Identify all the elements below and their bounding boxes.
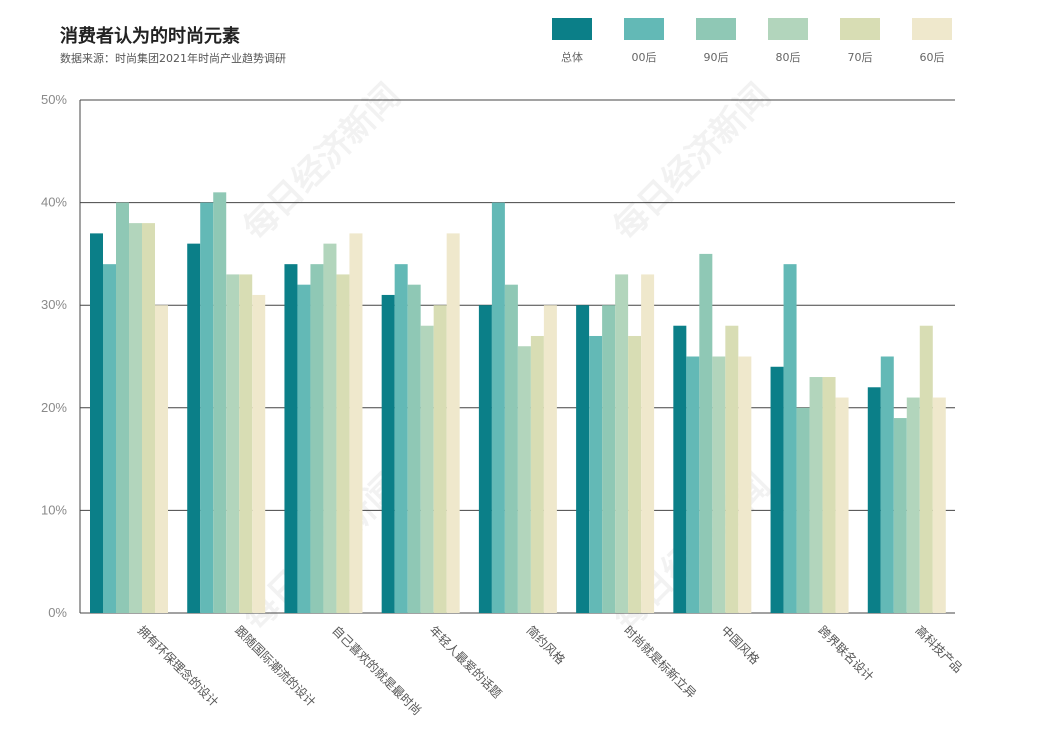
bar [686, 356, 700, 613]
legend-label: 80后 [775, 51, 801, 64]
bar [284, 264, 298, 613]
bar [349, 233, 363, 613]
legend-swatch [768, 18, 808, 40]
y-tick-label: 20% [41, 400, 67, 415]
bar [641, 274, 655, 613]
bar [90, 233, 103, 613]
bar [867, 387, 881, 613]
legend-item: 90后 [696, 18, 736, 65]
y-tick-label: 30% [41, 297, 67, 312]
bar [310, 264, 324, 613]
bar [103, 264, 116, 613]
legend-item: 80后 [768, 18, 808, 65]
bar [809, 377, 823, 613]
chart-legend: 总体 00后 90后 80后 70后 60后 [552, 18, 962, 68]
legend-label: 总体 [561, 51, 583, 64]
y-tick-label: 10% [41, 502, 67, 517]
bar [226, 274, 240, 613]
bar [699, 253, 713, 613]
bar [200, 202, 214, 613]
bar [446, 233, 460, 613]
bar [712, 356, 726, 613]
bar [478, 305, 492, 613]
bar [155, 305, 168, 613]
bar [213, 192, 227, 613]
x-tick-label: 年轻人最爱的话题 [427, 623, 505, 701]
watermark-text: 每日经济新闻 [236, 76, 409, 249]
bar [407, 284, 421, 613]
legend-item: 70后 [840, 18, 880, 65]
bar [822, 377, 836, 613]
y-tick-label: 0% [48, 605, 67, 620]
bar [517, 346, 531, 613]
bar [893, 418, 907, 613]
bar [906, 397, 920, 613]
bar [252, 294, 266, 613]
bar [491, 202, 505, 613]
bar [602, 305, 616, 613]
legend-item: 00后 [624, 18, 664, 65]
legend-label: 60后 [919, 51, 945, 64]
bar [932, 397, 946, 613]
legend-swatch [624, 18, 664, 40]
bar [783, 264, 797, 613]
legend-item: 60后 [912, 18, 952, 65]
bar [615, 274, 629, 613]
chart-subtitle: 数据来源：时尚集团2021年时尚产业趋势调研 [60, 52, 286, 65]
x-tick-label: 跟随国际潮流的设计 [232, 623, 319, 710]
legend-label: 70后 [847, 51, 873, 64]
bar [433, 305, 447, 613]
bar [880, 356, 894, 613]
x-tick-label: 自己喜欢的就是最时尚 [329, 623, 424, 718]
bar [673, 325, 687, 613]
bar [336, 274, 350, 613]
bar [796, 407, 810, 613]
bar [738, 356, 752, 613]
bar [239, 274, 253, 613]
x-tick-label: 跨界联名设计 [815, 623, 877, 685]
bar [323, 243, 337, 613]
bar [589, 335, 603, 613]
legend-swatch [912, 18, 952, 40]
bar [919, 325, 933, 613]
x-tick-label: 中国风格 [718, 623, 763, 668]
legend-label: 90后 [703, 51, 729, 64]
x-tick-label: 高科技产品 [913, 623, 966, 676]
bar [628, 335, 642, 613]
legend-item: 总体 [552, 18, 592, 65]
bar [381, 294, 395, 613]
bar [530, 335, 544, 613]
bar [297, 284, 311, 613]
bar [129, 223, 142, 613]
bar [835, 397, 849, 613]
chart-title: 消费者认为的时尚元素 [60, 26, 240, 47]
bar [116, 202, 129, 613]
bar [725, 325, 739, 613]
bar [394, 264, 408, 613]
y-tick-label: 50% [41, 92, 67, 107]
x-tick-label: 拥有环保理念的设计 [135, 623, 222, 710]
legend-swatch [696, 18, 736, 40]
bar [543, 305, 557, 613]
bar [504, 284, 518, 613]
bar [142, 223, 155, 613]
legend-swatch [840, 18, 880, 40]
bar [770, 366, 784, 613]
bar [187, 243, 201, 613]
x-tick-label: 时尚就是标新立异 [621, 623, 699, 701]
y-tick-label: 40% [41, 195, 67, 210]
legend-swatch [552, 18, 592, 40]
bar [576, 305, 590, 613]
bar [420, 325, 434, 613]
watermark-text: 每日经济新闻 [606, 76, 779, 249]
x-tick-label: 简约风格 [524, 623, 569, 668]
legend-label: 00后 [631, 51, 657, 64]
